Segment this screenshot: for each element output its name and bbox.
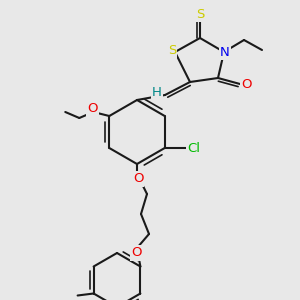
Text: O: O [133, 172, 143, 185]
Text: S: S [168, 44, 176, 58]
Text: H: H [152, 86, 162, 100]
Text: N: N [220, 46, 230, 59]
Text: S: S [196, 8, 204, 20]
Text: Cl: Cl [187, 142, 200, 154]
Text: O: O [241, 77, 251, 91]
Text: O: O [131, 247, 141, 260]
Text: O: O [87, 103, 98, 116]
